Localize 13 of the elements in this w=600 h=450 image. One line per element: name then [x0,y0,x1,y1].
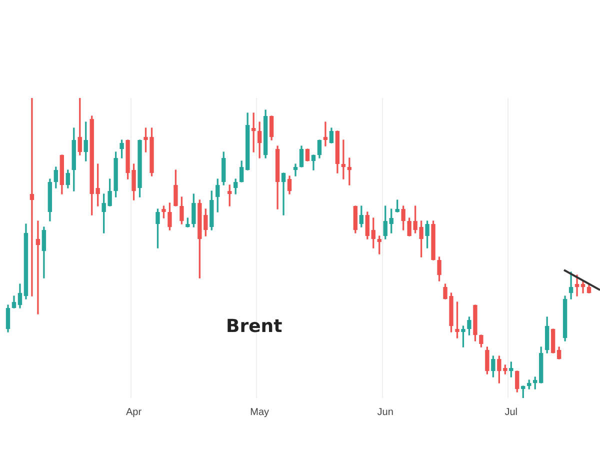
candlestick [251,112,256,152]
x-tick-label: Jun [377,406,394,418]
candlestick [30,98,34,296]
annotation: Brent [226,316,282,337]
candlestick [36,220,40,314]
x-tick-label: Jul [504,406,518,418]
candlestick [281,172,286,216]
candlestick [341,140,346,180]
candlestick [323,122,328,146]
x-tick-label: Apr [126,406,142,418]
candlestick [293,164,298,176]
candlestick [574,274,580,296]
x-tick-label: May [250,406,270,418]
